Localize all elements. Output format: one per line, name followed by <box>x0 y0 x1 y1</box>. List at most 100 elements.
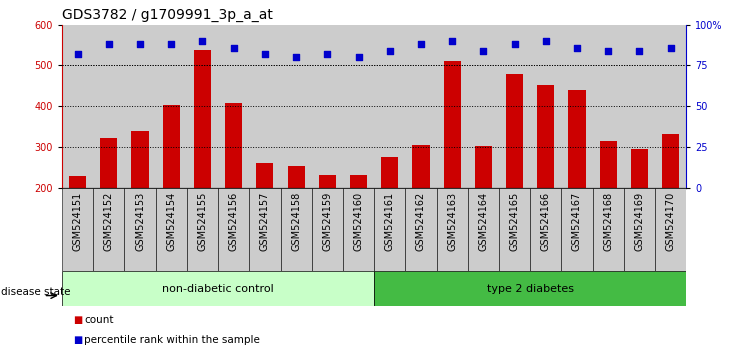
Bar <box>624 188 655 271</box>
Bar <box>69 176 86 188</box>
Text: ■: ■ <box>73 315 82 325</box>
Bar <box>631 149 648 188</box>
Bar <box>506 74 523 188</box>
Bar <box>225 103 242 188</box>
Text: GSM524169: GSM524169 <box>634 192 645 251</box>
Bar <box>437 188 468 271</box>
Text: non-diabetic control: non-diabetic control <box>162 284 274 293</box>
Bar <box>319 175 336 188</box>
Text: GSM524162: GSM524162 <box>416 192 426 251</box>
Point <box>446 38 458 44</box>
Point <box>72 51 83 57</box>
Bar <box>280 188 312 271</box>
Point <box>196 38 208 44</box>
Point <box>602 48 614 54</box>
Text: GSM524153: GSM524153 <box>135 192 145 251</box>
Bar <box>468 188 499 271</box>
Text: GSM524159: GSM524159 <box>323 192 332 251</box>
Bar <box>374 188 405 271</box>
Point <box>228 45 239 50</box>
Text: GSM524156: GSM524156 <box>228 192 239 251</box>
Text: disease state: disease state <box>1 287 71 297</box>
Bar <box>350 175 367 188</box>
Text: GSM524151: GSM524151 <box>73 192 82 251</box>
Bar <box>474 146 492 188</box>
Text: GSM524163: GSM524163 <box>447 192 457 251</box>
Text: type 2 diabetes: type 2 diabetes <box>487 284 574 293</box>
Bar <box>256 163 274 188</box>
Bar <box>468 25 499 188</box>
Bar <box>100 138 118 188</box>
Point <box>665 45 677 50</box>
Bar <box>662 134 679 188</box>
Bar <box>655 25 686 188</box>
Bar <box>374 271 686 306</box>
Bar <box>599 141 617 188</box>
Text: GSM524152: GSM524152 <box>104 192 114 251</box>
Bar <box>62 188 93 271</box>
Point <box>634 48 645 54</box>
Bar <box>93 188 124 271</box>
Bar <box>561 188 593 271</box>
Point <box>540 38 552 44</box>
Point <box>259 51 271 57</box>
Bar <box>593 188 624 271</box>
Text: ■: ■ <box>73 335 82 345</box>
Bar <box>218 25 250 188</box>
Point <box>353 55 364 60</box>
Bar <box>499 188 530 271</box>
Bar <box>381 157 399 188</box>
Text: GSM524157: GSM524157 <box>260 192 270 251</box>
Point <box>103 41 115 47</box>
Bar <box>530 25 561 188</box>
Bar <box>163 104 180 188</box>
Bar <box>312 188 343 271</box>
Bar <box>62 25 93 188</box>
Text: GSM524160: GSM524160 <box>353 192 364 251</box>
Point <box>291 55 302 60</box>
Bar <box>405 188 437 271</box>
Bar <box>499 25 530 188</box>
Point <box>415 41 427 47</box>
Text: GSM524155: GSM524155 <box>198 192 207 251</box>
Bar <box>288 166 304 188</box>
Bar <box>343 25 374 188</box>
Bar <box>155 25 187 188</box>
Text: GDS3782 / g1709991_3p_a_at: GDS3782 / g1709991_3p_a_at <box>62 8 273 22</box>
Bar <box>249 188 280 271</box>
Text: GSM524161: GSM524161 <box>385 192 395 251</box>
Bar <box>194 50 211 188</box>
Bar <box>131 131 149 188</box>
Bar <box>374 25 405 188</box>
Bar <box>437 25 468 188</box>
Bar <box>412 145 429 188</box>
Text: GSM524164: GSM524164 <box>478 192 488 251</box>
Bar <box>343 188 374 271</box>
Text: GSM524170: GSM524170 <box>666 192 675 251</box>
Point <box>571 45 583 50</box>
Bar <box>537 85 554 188</box>
Bar <box>124 188 155 271</box>
Bar <box>62 271 374 306</box>
Text: GSM524168: GSM524168 <box>603 192 613 251</box>
Bar <box>218 188 250 271</box>
Point <box>384 48 396 54</box>
Point <box>509 41 520 47</box>
Bar <box>593 25 624 188</box>
Bar <box>249 25 280 188</box>
Text: percentile rank within the sample: percentile rank within the sample <box>84 335 260 345</box>
Text: GSM524165: GSM524165 <box>510 192 520 251</box>
Text: GSM524154: GSM524154 <box>166 192 176 251</box>
Bar <box>312 25 343 188</box>
Text: GSM524158: GSM524158 <box>291 192 301 251</box>
Text: GSM524167: GSM524167 <box>572 192 582 251</box>
Bar <box>124 25 155 188</box>
Point <box>134 41 146 47</box>
Bar <box>155 188 187 271</box>
Text: GSM524166: GSM524166 <box>541 192 550 251</box>
Point <box>321 51 333 57</box>
Point <box>166 41 177 47</box>
Bar <box>93 25 124 188</box>
Bar <box>187 188 218 271</box>
Bar <box>280 25 312 188</box>
